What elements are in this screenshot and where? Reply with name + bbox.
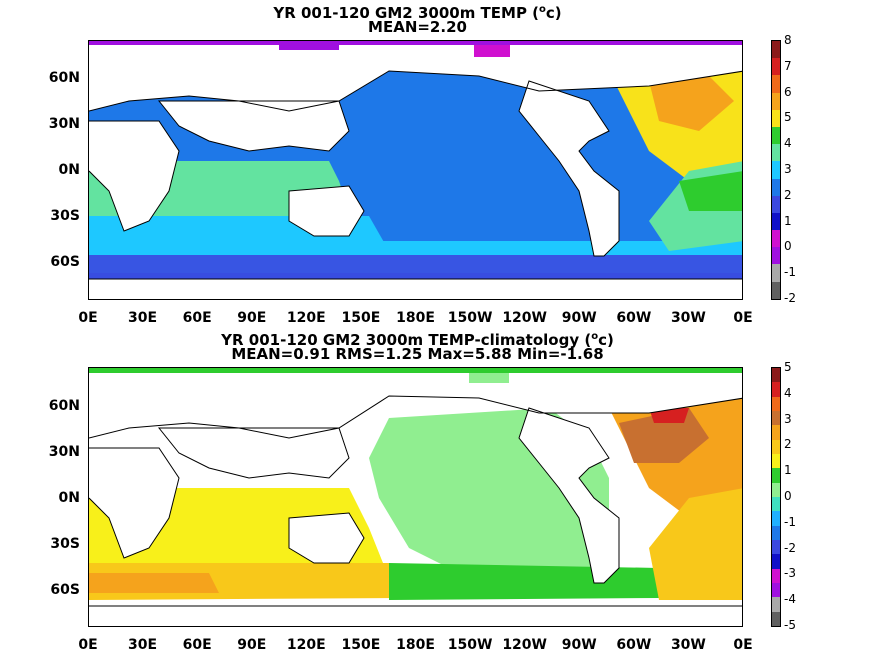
panel1-lon-label: 90W — [561, 310, 597, 326]
panel1-lon-label: 60W — [616, 310, 652, 326]
panel2-title-line1: YR 001-120 GM2 3000m TEMP-climatology (o… — [221, 331, 614, 349]
colorbar-segment — [772, 58, 780, 76]
colorbar-segment — [772, 425, 780, 440]
colorbar-segment — [772, 195, 780, 213]
colorbar-segment — [772, 496, 780, 512]
colorbar-segment — [772, 554, 780, 569]
colorbar-segment — [772, 539, 780, 555]
colorbar-segment — [772, 525, 780, 540]
colorbar-tick-label: 2 — [784, 187, 792, 202]
panel1-lon-label: 60E — [182, 310, 212, 326]
colorbar-tick-label: -1 — [784, 514, 796, 529]
colorbar-tick-label: -1 — [784, 265, 796, 280]
colorbar-segment — [772, 468, 780, 483]
panel1-lat-30n: 30N — [48, 116, 80, 132]
colorbar-segment — [772, 92, 780, 110]
colorbar-segment — [772, 281, 780, 299]
colorbar-tick-label: 1 — [784, 213, 792, 228]
panel2-title-line2: MEAN=0.91 RMS=1.25 Max=5.88 Min=-1.68 — [231, 345, 604, 363]
panel1-lon-label: 0E — [78, 310, 98, 326]
colorbar-segment — [772, 568, 780, 583]
colorbar-segment — [772, 439, 780, 454]
colorbar-segment — [772, 126, 780, 145]
panel1-lon-label: 120W — [502, 310, 547, 326]
colorbar-segment — [772, 264, 780, 282]
panel2-lat-60s: 60S — [50, 582, 80, 598]
panel2-lon-label: 150E — [341, 637, 381, 653]
panel2-lon-label: 30W — [670, 637, 706, 653]
panel1-map — [88, 40, 743, 300]
panel2-lat-30s: 30S — [50, 536, 80, 552]
colorbar-tick-label: 6 — [784, 84, 792, 99]
colorbar-tick-label: 4 — [784, 385, 792, 400]
colorbar-segment — [772, 230, 780, 248]
colorbar-tick-label: 3 — [784, 411, 792, 426]
colorbar-segment — [772, 41, 780, 59]
panel2-lon-label: 90E — [237, 637, 267, 653]
colorbar-tick-label: 3 — [784, 162, 792, 176]
colorbar-segment — [772, 597, 780, 612]
panel1-lon-label: 120E — [286, 310, 326, 326]
panel2-colorbar — [771, 367, 781, 627]
colorbar-segment — [772, 382, 780, 397]
panel2-lon-label: 90W — [561, 637, 597, 653]
panel2-lat-60n: 60N — [48, 398, 80, 414]
colorbar-tick-label: 7 — [784, 58, 792, 73]
colorbar-segment — [772, 611, 780, 626]
panel2-lon-label: 150W — [447, 637, 493, 653]
panel1-lat-30s: 30S — [50, 208, 80, 224]
panel1-lon-label: 150E — [341, 310, 381, 326]
panel2-lon-label: 120W — [502, 637, 547, 653]
colorbar-tick-label: -2 — [784, 540, 796, 555]
colorbar-tick-label: -4 — [784, 592, 796, 607]
colorbar-tick-label: 5 — [784, 360, 792, 374]
panel1-lat-60s: 60S — [50, 254, 80, 270]
panel2-map — [88, 367, 743, 627]
panel1-title-line1: YR 001-120 GM2 3000m TEMP (oc) — [273, 4, 562, 22]
panel1-title-line2: MEAN=2.20 — [368, 18, 467, 36]
panel1-lon-label: 30W — [670, 310, 706, 326]
panel1-lon-label: 90E — [237, 310, 267, 326]
panel2-lon-label: 120E — [286, 637, 326, 653]
colorbar-segment — [772, 396, 780, 411]
colorbar-tick-label: -2 — [784, 291, 796, 305]
panel2-lon-label: 60E — [182, 637, 212, 653]
colorbar-tick-label: 1 — [784, 463, 792, 478]
panel1-lat-60n: 60N — [48, 70, 80, 86]
panel1-lon-label: 30E — [128, 310, 158, 326]
panel1-lon-label: 0E — [733, 310, 753, 326]
panel2-lat-0n: 0N — [58, 490, 80, 506]
colorbar-tick-label: 4 — [784, 136, 792, 151]
panel2-lon-label: 180E — [396, 637, 435, 653]
panel1-lon-label: 150W — [447, 310, 493, 326]
colorbar-segment — [772, 247, 780, 265]
panel2-lon-label: 0E — [733, 637, 753, 653]
colorbar-tick-label: -3 — [784, 566, 796, 581]
colorbar-segment — [772, 144, 780, 162]
panel2-lon-label: 0E — [78, 637, 98, 653]
colorbar-segment — [772, 178, 780, 196]
colorbar-segment — [772, 368, 780, 383]
colorbar-segment — [772, 582, 780, 598]
colorbar-segment — [772, 161, 780, 179]
panel2-lon-label: 30E — [128, 637, 158, 653]
colorbar-segment — [772, 212, 780, 231]
colorbar-segment — [772, 453, 780, 469]
colorbar-tick-label: -5 — [784, 618, 796, 632]
colorbar-segment — [772, 410, 780, 426]
panel2-lat-30n: 30N — [48, 444, 80, 460]
colorbar-segment — [772, 482, 780, 497]
colorbar-segment — [772, 511, 780, 526]
colorbar-tick-label: 0 — [784, 489, 792, 503]
colorbar-tick-label: 0 — [784, 239, 792, 254]
colorbar-tick-label: 2 — [784, 437, 792, 452]
colorbar-segment — [772, 109, 780, 127]
panel1-lat-0n: 0N — [58, 162, 80, 178]
colorbar-tick-label: 5 — [784, 110, 792, 125]
panel2-lon-label: 60W — [616, 637, 652, 653]
colorbar-segment — [772, 75, 780, 93]
colorbar-tick-label: 8 — [784, 33, 792, 47]
panel1-colorbar — [771, 40, 781, 300]
panel1-lon-label: 180E — [396, 310, 435, 326]
